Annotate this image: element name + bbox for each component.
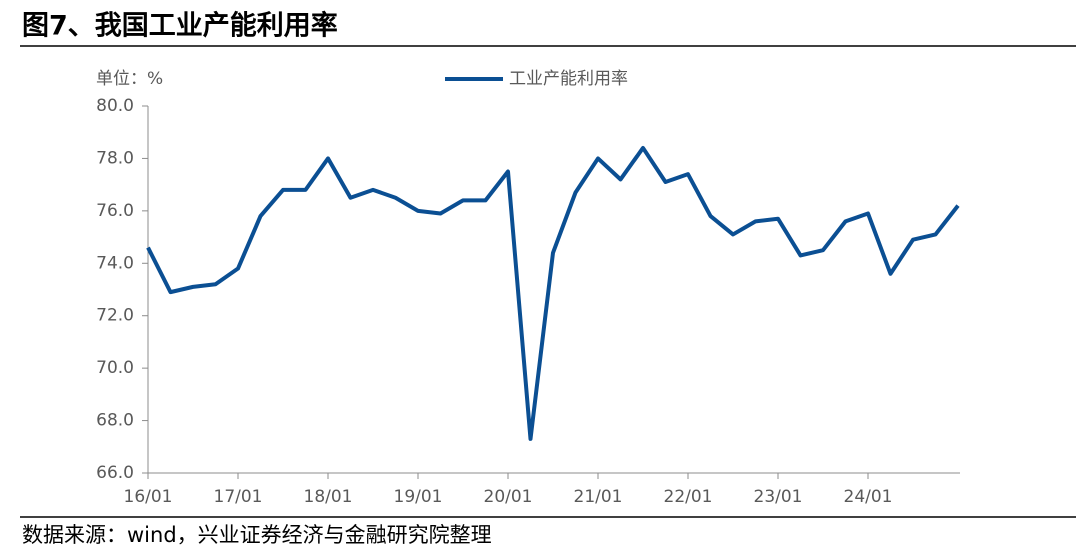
y-tick-label: 72.0 bbox=[96, 306, 134, 326]
unit-label: 单位：% bbox=[96, 69, 163, 89]
x-tick-label: 19/01 bbox=[394, 487, 443, 507]
legend-label: 工业产能利用率 bbox=[509, 69, 628, 89]
x-tick-label: 16/01 bbox=[124, 487, 173, 507]
y-tick-label: 70.0 bbox=[96, 358, 134, 378]
y-tick-label: 78.0 bbox=[96, 148, 134, 168]
y-tick-label: 80.0 bbox=[96, 96, 134, 116]
x-tick-label: 17/01 bbox=[214, 487, 263, 507]
x-tick-label: 22/01 bbox=[664, 487, 713, 507]
y-tick-label: 76.0 bbox=[96, 201, 134, 221]
y-tick-label: 66.0 bbox=[96, 463, 134, 483]
series-line bbox=[146, 145, 960, 441]
x-tick-label: 18/01 bbox=[304, 487, 353, 507]
x-tick-label: 24/01 bbox=[844, 487, 893, 507]
chart-title: 图7、我国工业产能利用率 bbox=[22, 10, 338, 42]
x-tick-label: 23/01 bbox=[754, 487, 803, 507]
x-tick-label: 21/01 bbox=[574, 487, 623, 507]
y-tick-label: 74.0 bbox=[96, 253, 134, 273]
y-tick-label: 68.0 bbox=[96, 411, 134, 431]
source: 数据来源：wind，兴业证券经济与金融研究院整理 bbox=[22, 523, 492, 547]
x-tick-label: 20/01 bbox=[484, 487, 533, 507]
